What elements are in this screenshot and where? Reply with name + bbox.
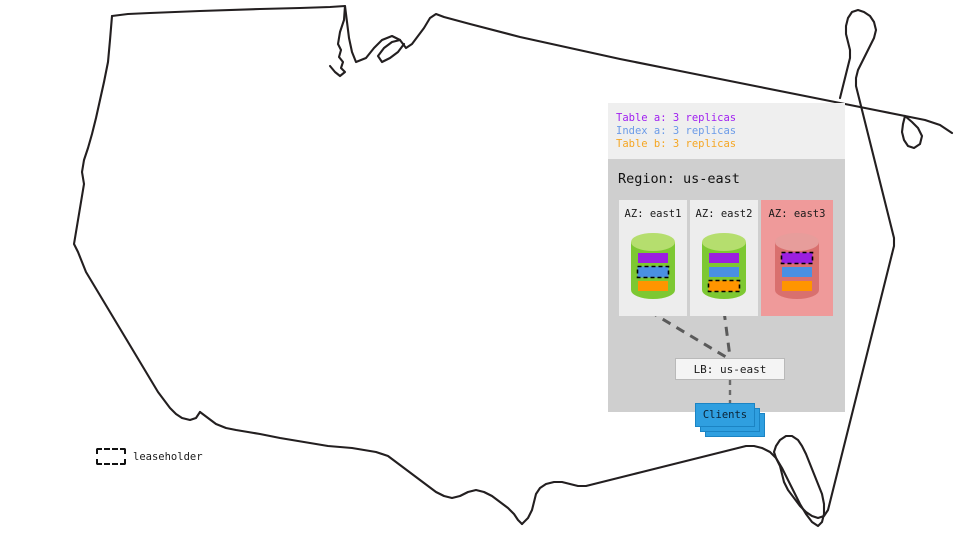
replica-band-index-a-east1-leaseholder [636,265,670,279]
replica-band-table-a-east1 [638,253,668,263]
clients-layer-front[interactable]: Clients [695,403,755,427]
replica-band-table-a-east3-leaseholder [780,251,814,265]
leaseholder-legend: leaseholder [96,448,203,465]
clients-label: Clients [702,409,748,421]
clients-stack[interactable]: Clients [695,403,765,437]
connector-east2-lb [722,310,732,358]
load-balancer-label: LB: us-east [693,362,767,376]
replica-band-index-a-east3 [782,267,812,277]
connector-east1-lb [648,309,727,359]
region-panel-us-east: Table a: 3 replicas Index a: 3 replicas … [608,103,845,437]
region-body: Region: us-east AZ: east1 [608,159,845,437]
node-cylinder-east2[interactable] [701,232,747,300]
load-balancer-box[interactable]: LB: us-east [675,358,785,380]
az-box-east3[interactable]: AZ: east3 [761,200,833,316]
replica-legend-item-table-a: Table a: 3 replicas [616,112,737,124]
replica-legend-item-index-a: Index a: 3 replicas [616,125,737,137]
replica-band-index-a-east2 [709,267,739,277]
az-label-east1: AZ: east1 [624,208,682,220]
node-cylinder-east3[interactable] [774,232,820,300]
region-title: Region: us-east [618,171,740,187]
replica-band-table-b-east2-leaseholder [707,279,741,293]
az-box-east2[interactable]: AZ: east2 [690,200,758,316]
az-box-east1[interactable]: AZ: east1 [619,200,687,316]
replica-legend: Table a: 3 replicas Index a: 3 replicas … [608,103,845,159]
node-cylinder-east1[interactable] [630,232,676,300]
replica-legend-item-table-b: Table b: 3 replicas [616,138,737,150]
az-label-east3: AZ: east3 [768,208,826,220]
replica-band-table-b-east3 [782,281,812,291]
replica-band-table-b-east1 [638,281,668,291]
leaseholder-legend-label: leaseholder [133,450,203,463]
leaseholder-swatch-icon [96,448,126,465]
replica-band-table-a-east2 [709,253,739,263]
az-label-east2: AZ: east2 [695,208,753,220]
